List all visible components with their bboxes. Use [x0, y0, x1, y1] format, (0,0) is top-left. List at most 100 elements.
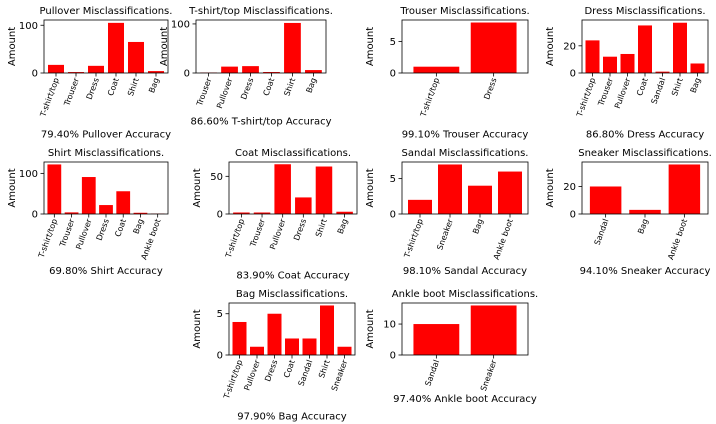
- bar: [585, 40, 600, 73]
- x-tick-label: T-shirt/top: [222, 359, 245, 401]
- x-tick-label: Trouser: [62, 76, 81, 108]
- chart-title: Shirt Misclassifications.: [48, 148, 164, 159]
- y-tick-label: 0: [184, 69, 190, 80]
- axes-frame: [401, 302, 529, 356]
- chart-panel: Bag Misclassifications. 0 5 Amount T-shirt/t…: [192, 289, 356, 423]
- y-tick-label: 0: [390, 351, 396, 362]
- bar: [108, 22, 124, 73]
- chart-panel: T-shirt/top Misclassifications. 0 100Amoun…: [159, 6, 333, 127]
- bar: [133, 212, 148, 214]
- y-axis-label: Amount: [545, 27, 556, 66]
- axes-frame: [43, 19, 169, 74]
- x-tick-label: Sandal: [593, 218, 611, 247]
- bar: [589, 186, 622, 214]
- x-tick-label: Coat: [113, 218, 128, 238]
- bar: [629, 209, 661, 214]
- bar: [148, 71, 164, 73]
- accuracy-caption: 99.10% Trouser Accuracy: [402, 130, 529, 141]
- x-tick-label: Sandal: [650, 77, 668, 106]
- x-tick-label: T-shirt/top: [36, 218, 59, 260]
- y-tick-label: 100: [19, 21, 38, 32]
- x-tick-label: Sandal: [423, 359, 441, 388]
- x-tick-label: Dress: [85, 77, 101, 101]
- x-tick-label: Pullover: [74, 217, 94, 251]
- y-tick-label: 0: [32, 69, 38, 80]
- accuracy-caption: 79.40% Pullover Accuracy: [41, 130, 171, 141]
- y-axis-label: Amount: [192, 168, 203, 207]
- axes-frame: [401, 161, 529, 215]
- x-tick-label: Trouser: [248, 217, 267, 249]
- x-tick-label: T-shirt/top: [575, 77, 598, 119]
- x-tick-label: Trouser: [195, 76, 214, 108]
- y-tick-label: 50: [210, 172, 223, 183]
- accuracy-caption: 86.60% T-shirt/top Accuracy: [190, 116, 331, 127]
- bar: [315, 166, 333, 214]
- chart-panel: Sandal Misclassifications. 0 5 Amount T-shir…: [365, 148, 528, 277]
- bar: [302, 338, 317, 355]
- bar: [295, 197, 312, 214]
- y-tick-label: 5: [390, 174, 396, 185]
- x-tick-label: T-shirt/top: [419, 77, 442, 119]
- y-tick-label: 0: [390, 69, 396, 80]
- accuracy-caption: 98.10% Sandal Accuracy: [403, 266, 527, 277]
- chart-title: Sneaker Misclassifications.: [578, 148, 712, 159]
- bar: [498, 171, 522, 214]
- y-axis-label: Amount: [159, 27, 170, 66]
- x-tick-label: Dress: [263, 359, 279, 383]
- axes-frame: [401, 19, 529, 74]
- x-tick-label: Coat: [106, 77, 121, 97]
- x-tick-label: Bag: [689, 77, 703, 95]
- bar: [468, 185, 492, 214]
- x-tick-label: T-shirt/top: [402, 218, 425, 260]
- x-tick-label: Shirt: [126, 77, 141, 98]
- accuracy-caption: 86.80% Dress Accuracy: [586, 130, 704, 141]
- x-tick-label: Sneaker: [435, 217, 455, 251]
- chart-panel: Trouser Misclassifications. 0 5 Amount T-shi…: [365, 6, 530, 141]
- x-tick-label: Sandal: [297, 359, 315, 388]
- axes-frame: [195, 19, 327, 74]
- bar: [655, 71, 670, 73]
- x-tick-label: Bag: [305, 77, 319, 95]
- accuracy-caption: 97.90% Bag Accuracy: [237, 412, 347, 423]
- bar: [690, 63, 705, 73]
- bar: [47, 164, 62, 214]
- accuracy-caption: 94.10% Sneaker Accuracy: [580, 266, 711, 277]
- y-axis-label: Amount: [365, 27, 376, 66]
- x-tick-label: Dress: [239, 77, 255, 101]
- bar: [620, 53, 635, 73]
- bar: [413, 324, 460, 355]
- chart-panel: Dress Misclassifications. 0 20 Amount T-shir…: [545, 6, 709, 141]
- bar: [232, 321, 247, 355]
- chart-panel: Pullover Misclassifications.0100AmountT-…: [7, 6, 172, 141]
- bar: [64, 212, 79, 215]
- x-tick-label: Sneaker: [479, 358, 499, 392]
- accuracy-caption: 69.80% Shirt Accuracy: [49, 266, 163, 277]
- bar: [68, 72, 84, 73]
- bar: [320, 305, 334, 355]
- bar: [337, 346, 352, 355]
- bar: [603, 56, 617, 73]
- y-axis-label: Amount: [365, 168, 376, 207]
- x-tick-label: Bag: [336, 218, 350, 236]
- y-tick-label: 0: [570, 69, 576, 80]
- bar: [267, 313, 282, 355]
- x-tick-label: Shirt: [670, 77, 685, 98]
- bar: [48, 64, 64, 73]
- x-tick-label: Ankle boot: [666, 218, 689, 261]
- x-tick-label: Shirt: [317, 359, 332, 380]
- accuracy-caption: 97.40% Ankle boot Accuracy: [393, 394, 537, 405]
- chart-panel: Ankle boot Misclassifications. 0 10 Amount S…: [365, 289, 538, 405]
- bar: [274, 164, 291, 214]
- bar: [305, 70, 322, 73]
- y-axis-label: Amount: [365, 309, 376, 348]
- bar: [638, 25, 652, 73]
- y-tick-label: 100: [19, 169, 38, 180]
- x-tick-label: Coat: [282, 359, 297, 379]
- x-tick-label: Bag: [471, 218, 485, 236]
- bar: [242, 66, 259, 73]
- bar: [250, 346, 264, 355]
- x-tick-label: Coat: [262, 77, 277, 97]
- y-tick-label: 5: [217, 309, 223, 320]
- bar: [470, 305, 517, 355]
